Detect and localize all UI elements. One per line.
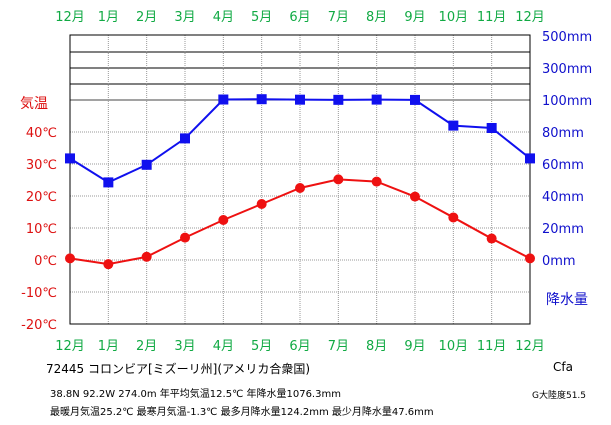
climate-code: Cfa <box>553 360 573 374</box>
temperature-point <box>333 174 344 185</box>
month-label-top: 11月 <box>477 10 507 25</box>
month-label-bottom: 11月 <box>477 339 507 354</box>
precipitation-tick-label: 60mm <box>542 158 584 173</box>
precipitation-point <box>103 177 114 188</box>
month-label-top: 12月 <box>515 10 545 25</box>
month-label-bottom: 4月 <box>213 339 234 354</box>
month-labels-bottom: 12月 1月 2月 3月 4月 5月 6月 7月 8月 9月 10月 11月 12月 <box>55 339 545 354</box>
month-label-bottom: 8月 <box>366 339 387 354</box>
month-label-top: 9月 <box>404 10 425 25</box>
precipitation-point <box>141 159 152 170</box>
month-label-top: 1月 <box>98 10 119 25</box>
climate-region: G大陸度51.5 <box>532 391 587 401</box>
month-label-bottom: 5月 <box>251 339 272 354</box>
precipitation-point <box>218 94 229 105</box>
plot-frame <box>69 34 531 325</box>
precipitation-point <box>371 94 382 105</box>
month-label-bottom: 7月 <box>328 339 349 354</box>
precipitation-point <box>333 94 344 105</box>
station-extremes: 最暖月気温25.2℃ 最寒月気温-1.3℃ 最多月降水量124.2mm 最少月降… <box>50 407 434 418</box>
temperature-point <box>218 215 229 225</box>
temperature-tick-label: 30℃ <box>26 158 57 173</box>
month-label-bottom: 10月 <box>439 339 469 354</box>
month-label-bottom: 12月 <box>55 339 85 354</box>
month-label-top: 5月 <box>251 10 272 25</box>
month-label-bottom: 6月 <box>289 339 310 354</box>
temperature-point <box>65 253 75 264</box>
precipitation-tick-label: 100mm <box>542 94 592 109</box>
month-label-top: 12月 <box>55 10 85 25</box>
month-label-top: 4月 <box>213 10 234 25</box>
month-label-bottom: 9月 <box>404 339 425 354</box>
temperature-tick-label: -10℃ <box>21 286 57 301</box>
temperature-tick-label: 0℃ <box>34 254 57 269</box>
month-label-bottom: 3月 <box>174 339 195 354</box>
month-label-bottom: 2月 <box>136 339 157 354</box>
precipitation-tick-label: 40mm <box>542 190 584 205</box>
precipitation-tick-label: 20mm <box>542 222 584 237</box>
month-label-top: 10月 <box>439 10 469 25</box>
temperature-point <box>103 259 114 270</box>
precipitation-axis-label: 降水量 <box>546 292 588 308</box>
temperature-point <box>256 199 267 209</box>
month-labels-top: 12月 1月 2月 3月 4月 5月 6月 7月 8月 9月 10月 11月 12月 <box>55 10 545 25</box>
month-label-top: 7月 <box>328 10 349 25</box>
temperature-axis-label: 気温 <box>20 96 48 112</box>
temperature-point <box>180 232 190 243</box>
month-label-top: 2月 <box>136 10 157 25</box>
precipitation-point <box>65 153 75 164</box>
temperature-point <box>410 191 420 202</box>
precipitation-tick-label: 300mm <box>542 62 592 77</box>
precipitation-point <box>256 94 267 105</box>
precipitation-tick-label: 0mm <box>542 254 576 269</box>
precipitation-point <box>448 120 459 131</box>
station-summary: 38.8N 92.2W 274.0m 年平均気温12.5℃ 年降水量1076.3… <box>50 389 341 400</box>
month-label-bottom: 1月 <box>98 339 119 354</box>
temperature-tick-label: 10℃ <box>26 222 57 237</box>
temperature-tick-label: 40℃ <box>26 126 57 141</box>
precipitation-axis-ticks: 500mm 300mm 100mm 80mm 60mm 40mm 20mm 0mm <box>542 30 592 269</box>
precipitation-point <box>180 133 190 144</box>
grid-lines <box>70 35 530 324</box>
temperature-point <box>525 253 535 264</box>
precipitation-point <box>410 94 420 105</box>
month-label-top: 8月 <box>366 10 387 25</box>
precipitation-tick-label: 500mm <box>542 30 592 45</box>
temperature-point <box>141 251 152 262</box>
temperature-point <box>371 176 382 187</box>
temperature-tick-label: 20℃ <box>26 190 57 205</box>
month-label-top: 6月 <box>289 10 310 25</box>
precipitation-tick-label: 80mm <box>542 126 584 141</box>
temperature-point <box>486 233 497 244</box>
temperature-axis-ticks: 40℃ 30℃ 20℃ 10℃ 0℃ -10℃ -20℃ <box>21 126 57 333</box>
temperature-tick-label: -20℃ <box>21 318 57 333</box>
precipitation-point <box>295 94 305 105</box>
month-label-top: 3月 <box>174 10 195 25</box>
temperature-point <box>295 183 305 193</box>
month-label-bottom: 12月 <box>515 339 545 354</box>
precipitation-point <box>486 123 497 133</box>
station-title: 72445 コロンビア[ミズーリ州](アメリカ合衆国) <box>46 362 311 376</box>
temperature-point <box>448 212 459 223</box>
series-points <box>65 94 535 270</box>
precipitation-point <box>525 153 535 164</box>
